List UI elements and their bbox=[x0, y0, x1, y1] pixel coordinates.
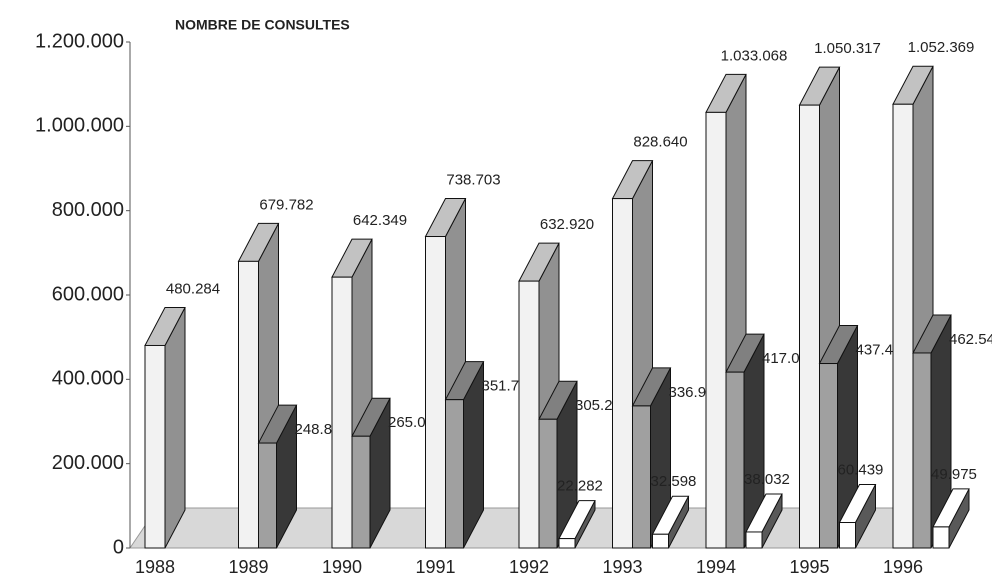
bar bbox=[932, 526, 950, 549]
bar bbox=[425, 236, 446, 549]
x-tick-label: 1988 bbox=[135, 557, 175, 577]
bar bbox=[892, 103, 914, 549]
value-label: 1.033.068 bbox=[721, 47, 788, 64]
value-label: 32.598 bbox=[651, 473, 697, 490]
y-tick-label: 1.000.000 bbox=[35, 115, 124, 137]
value-label: 828.640 bbox=[633, 134, 687, 151]
x-tick-label: 1991 bbox=[415, 557, 455, 577]
value-label: 679.782 bbox=[259, 196, 313, 213]
y-tick-label: 800.000 bbox=[52, 199, 124, 221]
y-tick-label: 400.000 bbox=[52, 368, 124, 390]
x-tick-label: 1989 bbox=[228, 557, 268, 577]
bar bbox=[518, 280, 540, 549]
chart-title: NOMBRE DE CONSULTES bbox=[175, 17, 350, 33]
bar bbox=[819, 363, 838, 549]
bar bbox=[725, 371, 745, 549]
x-tick-label: 1996 bbox=[883, 557, 923, 577]
value-label: 738.703 bbox=[446, 171, 500, 188]
bar bbox=[612, 198, 633, 549]
bar bbox=[799, 104, 820, 549]
bar bbox=[632, 405, 651, 549]
bar bbox=[558, 538, 576, 549]
value-label: 1.050.317 bbox=[814, 40, 881, 57]
bar bbox=[238, 260, 259, 549]
bar bbox=[538, 418, 558, 549]
bar bbox=[839, 522, 856, 549]
bar bbox=[258, 442, 277, 549]
value-label: 462.548 bbox=[949, 331, 992, 348]
bar bbox=[745, 531, 763, 549]
x-tick-label: 1994 bbox=[696, 557, 736, 577]
x-tick-label: 1995 bbox=[789, 557, 829, 577]
x-tick-label: 1990 bbox=[322, 557, 362, 577]
y-tick-label: 600.000 bbox=[52, 283, 124, 305]
value-label: 22.282 bbox=[557, 478, 603, 495]
x-tick-label: 1993 bbox=[602, 557, 642, 577]
bar bbox=[331, 276, 353, 549]
bar bbox=[912, 352, 932, 549]
y-tick-label: 200.000 bbox=[52, 452, 124, 474]
y-tick-label: 0 bbox=[113, 536, 124, 558]
value-label: 642.349 bbox=[353, 212, 407, 229]
bar bbox=[652, 533, 669, 549]
value-label: 60.439 bbox=[838, 461, 884, 478]
bar bbox=[144, 344, 166, 549]
bar bbox=[445, 399, 464, 549]
value-label: 38.032 bbox=[744, 471, 790, 488]
x-tick-label: 1992 bbox=[509, 557, 549, 577]
value-label: 1.052.369 bbox=[908, 39, 975, 56]
value-label: 49.975 bbox=[931, 466, 977, 483]
y-tick-label: 1.200.000 bbox=[35, 30, 124, 52]
value-label: 632.920 bbox=[540, 216, 594, 233]
value-label: 480.284 bbox=[166, 280, 220, 297]
bar bbox=[705, 111, 727, 549]
bar-side bbox=[164, 307, 186, 549]
bar bbox=[351, 435, 371, 549]
